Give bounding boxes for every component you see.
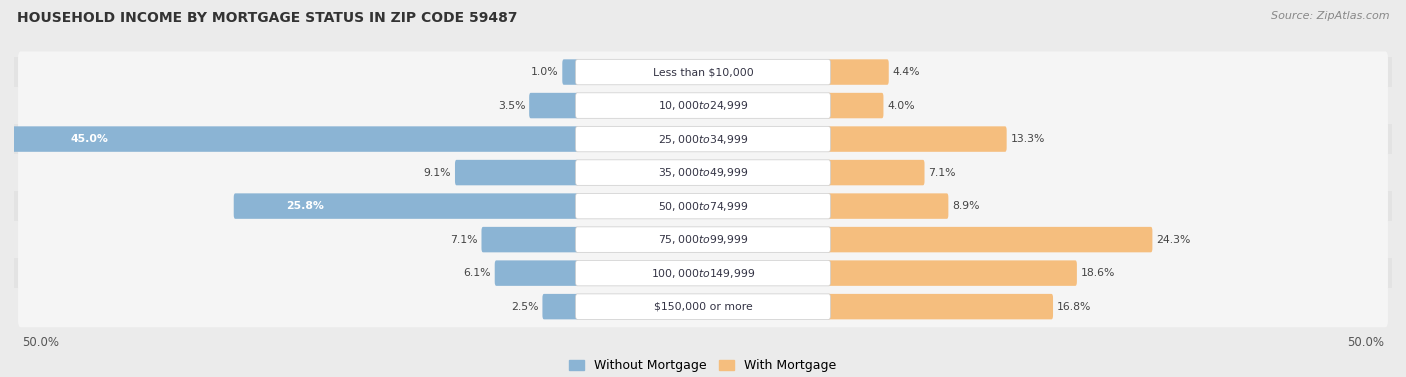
FancyBboxPatch shape — [18, 185, 1388, 227]
FancyBboxPatch shape — [529, 93, 579, 118]
Text: 3.5%: 3.5% — [498, 101, 526, 110]
Text: 18.6%: 18.6% — [1081, 268, 1115, 278]
Text: $100,000 to $149,999: $100,000 to $149,999 — [651, 267, 755, 280]
FancyBboxPatch shape — [575, 227, 831, 252]
FancyBboxPatch shape — [543, 294, 579, 319]
Text: 6.1%: 6.1% — [464, 268, 491, 278]
Text: Source: ZipAtlas.com: Source: ZipAtlas.com — [1271, 11, 1389, 21]
FancyBboxPatch shape — [575, 93, 831, 118]
Text: 7.1%: 7.1% — [928, 168, 956, 178]
FancyBboxPatch shape — [827, 294, 1053, 319]
Text: $35,000 to $49,999: $35,000 to $49,999 — [658, 166, 748, 179]
Text: 45.0%: 45.0% — [70, 134, 108, 144]
FancyBboxPatch shape — [14, 258, 1392, 288]
FancyBboxPatch shape — [233, 193, 579, 219]
FancyBboxPatch shape — [14, 191, 1392, 221]
FancyBboxPatch shape — [18, 286, 1388, 327]
FancyBboxPatch shape — [18, 253, 1388, 294]
FancyBboxPatch shape — [481, 227, 579, 252]
Text: 13.3%: 13.3% — [1011, 134, 1045, 144]
FancyBboxPatch shape — [18, 51, 1388, 93]
FancyBboxPatch shape — [18, 85, 1388, 126]
FancyBboxPatch shape — [14, 158, 1392, 187]
FancyBboxPatch shape — [575, 261, 831, 286]
FancyBboxPatch shape — [14, 90, 1392, 121]
FancyBboxPatch shape — [827, 227, 1153, 252]
Text: $75,000 to $99,999: $75,000 to $99,999 — [658, 233, 748, 246]
FancyBboxPatch shape — [575, 193, 831, 219]
FancyBboxPatch shape — [827, 126, 1007, 152]
Text: $50,000 to $74,999: $50,000 to $74,999 — [658, 199, 748, 213]
FancyBboxPatch shape — [456, 160, 579, 185]
FancyBboxPatch shape — [18, 219, 1388, 260]
FancyBboxPatch shape — [14, 57, 1392, 87]
FancyBboxPatch shape — [495, 261, 579, 286]
FancyBboxPatch shape — [827, 160, 925, 185]
Text: 7.1%: 7.1% — [450, 234, 478, 245]
FancyBboxPatch shape — [575, 294, 831, 319]
Legend: Without Mortgage, With Mortgage: Without Mortgage, With Mortgage — [564, 354, 842, 377]
Text: Less than $10,000: Less than $10,000 — [652, 67, 754, 77]
FancyBboxPatch shape — [827, 261, 1077, 286]
Text: 24.3%: 24.3% — [1156, 234, 1191, 245]
Text: 2.5%: 2.5% — [512, 302, 538, 312]
Text: $25,000 to $34,999: $25,000 to $34,999 — [658, 133, 748, 146]
FancyBboxPatch shape — [14, 292, 1392, 322]
FancyBboxPatch shape — [827, 93, 883, 118]
FancyBboxPatch shape — [575, 160, 831, 185]
Text: 4.4%: 4.4% — [893, 67, 920, 77]
FancyBboxPatch shape — [575, 59, 831, 85]
FancyBboxPatch shape — [14, 225, 1392, 254]
FancyBboxPatch shape — [575, 126, 831, 152]
Text: HOUSEHOLD INCOME BY MORTGAGE STATUS IN ZIP CODE 59487: HOUSEHOLD INCOME BY MORTGAGE STATUS IN Z… — [17, 11, 517, 25]
Text: $10,000 to $24,999: $10,000 to $24,999 — [658, 99, 748, 112]
Text: $150,000 or more: $150,000 or more — [654, 302, 752, 312]
FancyBboxPatch shape — [18, 118, 1388, 160]
FancyBboxPatch shape — [827, 193, 949, 219]
FancyBboxPatch shape — [0, 126, 579, 152]
Text: 9.1%: 9.1% — [423, 168, 451, 178]
Text: 16.8%: 16.8% — [1057, 302, 1091, 312]
FancyBboxPatch shape — [14, 124, 1392, 154]
FancyBboxPatch shape — [562, 59, 579, 85]
Text: 8.9%: 8.9% — [952, 201, 980, 211]
FancyBboxPatch shape — [827, 59, 889, 85]
Text: 25.8%: 25.8% — [287, 201, 325, 211]
Text: 1.0%: 1.0% — [531, 67, 558, 77]
Text: 4.0%: 4.0% — [887, 101, 915, 110]
FancyBboxPatch shape — [18, 152, 1388, 193]
